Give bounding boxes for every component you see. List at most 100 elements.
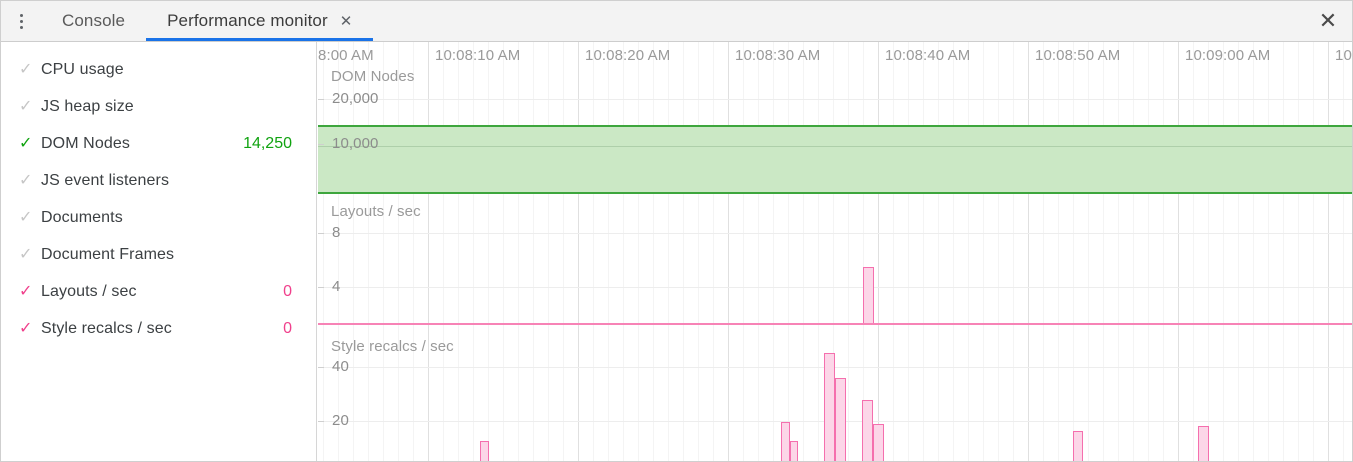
horizontal-gridline [318, 367, 1352, 368]
vertical-gridline-minor [323, 42, 324, 461]
vertical-gridline-minor [1223, 42, 1224, 461]
metric-label: Style recalcs / sec [41, 319, 172, 337]
tick-mark [318, 233, 324, 234]
metric-label: JS event listeners [41, 171, 170, 189]
tick-mark [318, 99, 324, 100]
bar [835, 377, 846, 461]
horizontal-gridline [318, 233, 1352, 234]
vertical-gridline-major [428, 42, 429, 461]
vertical-gridline-minor [998, 42, 999, 461]
vertical-gridline-minor [638, 42, 639, 461]
metrics-sidebar: ✓ CPU usage ✓ JS heap size ✓ DOM Nodes 14,250 ✓… [1, 42, 317, 461]
vertical-gridline-minor [593, 42, 594, 461]
bar [824, 353, 835, 461]
metric-row-document-frames[interactable]: ✓ Document Frames [1, 236, 316, 273]
metric-row-dom-nodes[interactable]: ✓ DOM Nodes 14,250 [1, 125, 316, 162]
metric-value: 14,250 [243, 134, 292, 152]
vertical-gridline-minor [338, 42, 339, 461]
bar [1198, 426, 1209, 461]
chart-panel-layouts-sec: Layouts / sec 8 4 [318, 195, 1352, 327]
checkmark-icon: ✓ [19, 245, 33, 263]
metric-row-documents[interactable]: ✓ Documents [1, 199, 316, 236]
tab-performance-monitor-label: Performance monitor [167, 11, 328, 30]
bar [790, 441, 798, 461]
metric-row-js-event-listeners[interactable]: ✓ JS event listeners [1, 162, 316, 199]
metric-row-js-heap-size[interactable]: ✓ JS heap size [1, 88, 316, 125]
vertical-gridline-minor [1013, 42, 1014, 461]
metric-row-cpu-usage[interactable]: ✓ CPU usage [1, 51, 316, 88]
metric-row-layouts-sec[interactable]: ✓ Layouts / sec 0 [1, 273, 316, 310]
vertical-gridline-major [1028, 42, 1029, 461]
dom-nodes-area-series [318, 125, 1352, 194]
vertical-gridline-minor [1163, 42, 1164, 461]
vertical-gridline-minor [1253, 42, 1254, 461]
tab-console-label: Console [62, 11, 126, 30]
metric-label: DOM Nodes [41, 134, 130, 152]
tick-mark [318, 367, 324, 368]
vertical-gridline-minor [1148, 42, 1149, 461]
tab-console[interactable]: Console [41, 1, 146, 41]
checkmark-icon: ✓ [19, 319, 33, 337]
vertical-gridline-minor [1298, 42, 1299, 461]
vertical-gridline-minor [818, 42, 819, 461]
vertical-gridline-minor [488, 42, 489, 461]
bar [863, 267, 874, 325]
tick-mark [318, 287, 324, 288]
chart-panel-style-recalcs-sec: Style recalcs / sec 40 20 [318, 328, 1352, 461]
vertical-gridline-minor [1118, 42, 1119, 461]
panel-title: Style recalcs / sec [331, 338, 454, 355]
vertical-gridline-minor [503, 42, 504, 461]
vertical-gridline-minor [668, 42, 669, 461]
vertical-gridline-minor [1238, 42, 1239, 461]
kebab-menu-icon [19, 13, 23, 29]
more-options-button[interactable] [1, 1, 41, 41]
checkmark-icon: ✓ [19, 282, 33, 300]
metric-value: 0 [283, 319, 292, 337]
vertical-gridline-minor [743, 42, 744, 461]
checkmark-icon: ✓ [19, 60, 33, 78]
vertical-gridline-major [878, 42, 879, 461]
horizontal-gridline [318, 146, 1352, 147]
vertical-gridline-major [1328, 42, 1329, 461]
vertical-gridline-minor [788, 42, 789, 461]
panel-title: DOM Nodes [331, 68, 415, 85]
vertical-gridline-minor [563, 42, 564, 461]
toolbar-spacer [373, 1, 1302, 41]
vertical-gridline-minor [518, 42, 519, 461]
metric-label: Document Frames [41, 245, 175, 263]
vertical-gridline-minor [683, 42, 684, 461]
vertical-gridline-minor [533, 42, 534, 461]
tab-performance-monitor[interactable]: Performance monitor ✕ [146, 1, 374, 41]
panels-layer: DOM Nodes 20,000 10,000 Layouts / sec 8 4 Styl… [318, 42, 1352, 461]
close-icon[interactable]: ✕ [339, 12, 353, 30]
vertical-gridline-minor [353, 42, 354, 461]
vertical-gridline-minor [938, 42, 939, 461]
chart-panel-dom-nodes: DOM Nodes 20,000 10,000 [318, 42, 1352, 194]
vertical-gridline-minor [548, 42, 549, 461]
metric-row-style-recalcs-sec[interactable]: ✓ Style recalcs / sec 0 [1, 310, 316, 347]
bar [862, 399, 873, 461]
y-axis-tick-label: 20 [332, 412, 349, 429]
vertical-gridline-minor [443, 42, 444, 461]
horizontal-gridline [318, 99, 1352, 100]
horizontal-gridline [318, 287, 1352, 288]
y-axis-tick-label: 4 [332, 278, 341, 295]
vertical-gridline-minor [368, 42, 369, 461]
y-axis-tick-label: 40 [332, 358, 349, 375]
vertical-gridline-minor [983, 42, 984, 461]
vertical-gridline-minor [833, 42, 834, 461]
vertical-gridline-minor [1208, 42, 1209, 461]
close-drawer-button[interactable]: ✕ [1318, 8, 1338, 33]
grid-layer [318, 42, 1352, 461]
checkmark-icon: ✓ [19, 208, 33, 226]
vertical-gridline-minor [1268, 42, 1269, 461]
vertical-gridline-minor [473, 42, 474, 461]
panel-title: Layouts / sec [331, 203, 421, 220]
y-axis-tick-label: 10,000 [332, 135, 379, 152]
vertical-gridline-minor [803, 42, 804, 461]
vertical-gridline-minor [773, 42, 774, 461]
vertical-gridline-minor [608, 42, 609, 461]
vertical-gridline-minor [1103, 42, 1104, 461]
bar-series [318, 195, 1352, 325]
